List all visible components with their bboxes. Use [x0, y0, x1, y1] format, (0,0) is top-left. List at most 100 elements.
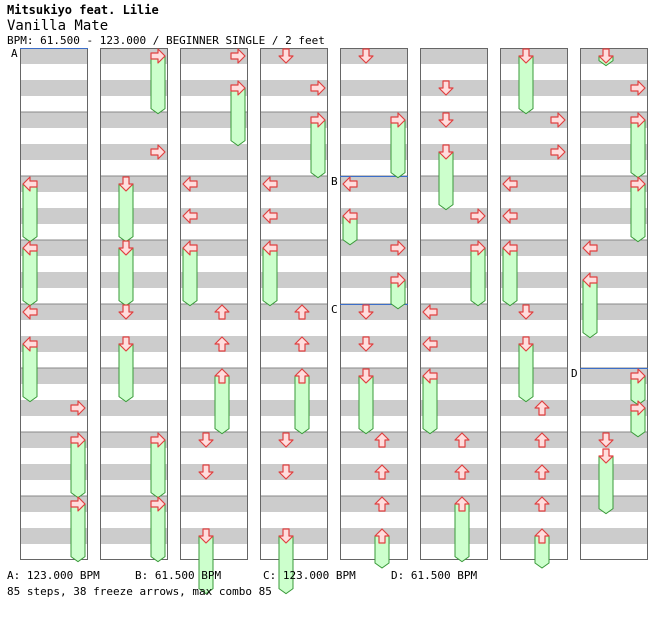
freeze-body — [454, 503, 470, 563]
arrow-down-icon — [438, 144, 454, 160]
step-arrow — [214, 336, 230, 352]
beat-stripe — [340, 432, 408, 448]
step-arrow — [294, 336, 310, 352]
freeze-arrow — [598, 448, 614, 515]
freeze-arrow — [214, 368, 230, 435]
beat-stripe — [180, 304, 248, 320]
beat-stripe — [180, 496, 248, 512]
arrow-up-icon — [534, 528, 550, 544]
step-arrow — [454, 464, 470, 480]
beat-stripe — [100, 144, 168, 160]
freeze-arrow — [470, 240, 486, 307]
beat-stripe — [420, 208, 488, 224]
beat-stripe — [180, 464, 248, 480]
step-arrow — [262, 176, 278, 192]
step-arrow — [550, 112, 566, 128]
beat-stripe — [580, 464, 648, 480]
arrow-down-icon — [278, 432, 294, 448]
beat-stripe — [340, 304, 408, 320]
arrow-right-icon — [310, 80, 326, 96]
step-arrow — [598, 432, 614, 448]
arrow-right-icon — [230, 80, 246, 96]
step-arrow — [534, 496, 550, 512]
arrow-down-icon — [358, 336, 374, 352]
freeze-body — [518, 55, 534, 115]
step-arrow — [470, 208, 486, 224]
beat-stripe — [580, 240, 648, 256]
arrow-down-icon — [438, 80, 454, 96]
beat-stripe — [500, 80, 568, 96]
freeze-body — [22, 343, 38, 403]
step-arrow — [342, 176, 358, 192]
bpm-change-d: D: 61.500 BPM — [391, 569, 478, 582]
beat-stripe — [260, 528, 328, 544]
freeze-body — [438, 151, 454, 211]
beat-stripe — [420, 80, 488, 96]
freeze-arrow — [630, 368, 646, 406]
arrow-down-icon — [358, 368, 374, 384]
chart-info: BPM: 61.500 - 123.000 / BEGINNER SINGLE … — [7, 34, 325, 47]
bpm-marker-label: C — [331, 303, 338, 316]
beat-stripe — [260, 400, 328, 416]
arrow-down-icon — [198, 432, 214, 448]
freeze-arrow — [150, 496, 166, 563]
arrow-right-icon — [630, 368, 646, 384]
arrow-right-icon — [630, 400, 646, 416]
freeze-arrow — [518, 336, 534, 403]
beat-stripe — [420, 528, 488, 544]
step-arrow — [582, 240, 598, 256]
freeze-body — [214, 375, 230, 435]
step-arrow — [310, 80, 326, 96]
arrow-right-icon — [150, 48, 166, 64]
column-border — [100, 48, 168, 560]
arrow-right-icon — [70, 400, 86, 416]
step-arrow — [374, 432, 390, 448]
arrow-down-icon — [598, 432, 614, 448]
arrow-left-icon — [502, 208, 518, 224]
beat-stripe — [340, 368, 408, 384]
arrow-left-icon — [422, 336, 438, 352]
freeze-arrow — [390, 112, 406, 179]
freeze-arrow — [150, 48, 166, 115]
freeze-arrow — [454, 496, 470, 563]
arrow-up-icon — [294, 304, 310, 320]
arrow-down-icon — [598, 48, 614, 64]
freeze-arrow — [374, 528, 390, 569]
column-border — [500, 48, 568, 560]
beat-stripe — [420, 304, 488, 320]
column-border — [180, 48, 248, 560]
freeze-arrow — [22, 240, 38, 307]
column-border — [580, 48, 648, 560]
freeze-body — [22, 183, 38, 243]
beat-stripe — [500, 464, 568, 480]
freeze-arrow — [230, 80, 246, 147]
step-arrow — [454, 432, 470, 448]
arrow-left-icon — [262, 176, 278, 192]
freeze-body — [582, 279, 598, 339]
freeze-arrow — [22, 176, 38, 243]
arrow-down-icon — [118, 304, 134, 320]
arrow-left-icon — [342, 176, 358, 192]
freeze-body — [118, 343, 134, 403]
freeze-body — [630, 119, 646, 179]
beat-stripe — [420, 48, 488, 64]
step-arrow — [438, 80, 454, 96]
arrow-up-icon — [214, 368, 230, 384]
arrow-up-icon — [454, 432, 470, 448]
beat-stripe — [500, 304, 568, 320]
beat-stripe — [100, 336, 168, 352]
step-arrow — [374, 464, 390, 480]
beat-stripe — [340, 176, 408, 192]
beat-stripe — [340, 464, 408, 480]
beat-stripe — [340, 496, 408, 512]
arrow-up-icon — [534, 464, 550, 480]
step-arrow — [358, 304, 374, 320]
arrow-down-icon — [518, 336, 534, 352]
beat-stripe — [100, 368, 168, 384]
arrow-left-icon — [502, 176, 518, 192]
freeze-body — [294, 375, 310, 435]
arrow-right-icon — [630, 80, 646, 96]
beat-stripe — [500, 144, 568, 160]
freeze-arrow — [630, 112, 646, 179]
freeze-body — [118, 247, 134, 307]
